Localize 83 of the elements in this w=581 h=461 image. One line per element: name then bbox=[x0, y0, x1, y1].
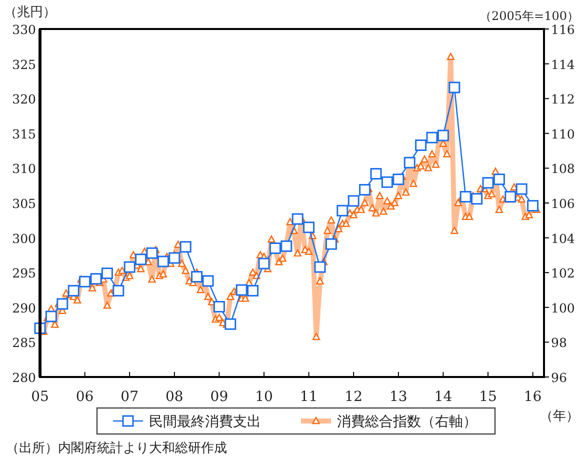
x-tick-label: 07 bbox=[120, 389, 139, 405]
y-tick-label: 315 bbox=[12, 126, 36, 142]
point bbox=[202, 275, 214, 287]
point bbox=[448, 82, 460, 94]
y-tick-label: 320 bbox=[12, 92, 36, 107]
y2-tick-label: 116 bbox=[551, 22, 575, 37]
y-tick-label: 295 bbox=[12, 266, 36, 281]
y2-tick-label: 110 bbox=[551, 126, 575, 142]
point bbox=[68, 284, 80, 296]
legend-label: 民間最終消費支出 bbox=[149, 414, 261, 430]
point bbox=[56, 298, 68, 310]
x-tick-label: 11 bbox=[300, 389, 318, 405]
point bbox=[370, 168, 382, 180]
point bbox=[157, 256, 169, 268]
point bbox=[437, 130, 449, 142]
point bbox=[415, 139, 427, 151]
point bbox=[168, 252, 180, 264]
y-tick-label: 310 bbox=[12, 161, 36, 176]
point bbox=[392, 174, 404, 186]
y2-tick-label: 98 bbox=[551, 335, 567, 350]
text: （出所）内閣府統計より大和総研作成 bbox=[6, 440, 227, 456]
x-tick-label: 14 bbox=[434, 389, 452, 405]
point bbox=[146, 247, 158, 259]
point bbox=[404, 156, 416, 168]
point bbox=[348, 195, 360, 207]
point bbox=[381, 176, 393, 188]
point bbox=[135, 254, 147, 266]
point bbox=[314, 261, 326, 273]
x-tick-label: 15 bbox=[479, 389, 497, 405]
point bbox=[124, 261, 136, 273]
y-tick-label: 300 bbox=[12, 230, 36, 246]
point bbox=[303, 222, 315, 234]
point bbox=[258, 258, 270, 270]
point bbox=[180, 241, 192, 253]
point bbox=[426, 132, 438, 144]
y2-tick-label: 104 bbox=[551, 230, 575, 246]
point bbox=[482, 177, 494, 189]
y-tick-label: 305 bbox=[12, 196, 36, 211]
point bbox=[191, 271, 203, 283]
y-tick-label: 290 bbox=[12, 300, 36, 316]
point bbox=[516, 183, 528, 195]
point bbox=[359, 184, 371, 196]
point bbox=[236, 284, 248, 296]
point bbox=[112, 284, 124, 296]
y2-tick-label: 108 bbox=[551, 161, 575, 176]
x-tick-label: 12 bbox=[344, 389, 363, 405]
y2-tick-label: 106 bbox=[551, 196, 575, 211]
y2-axis-title: （2005年=100） bbox=[480, 9, 579, 23]
y2-tick-label: 102 bbox=[551, 266, 575, 281]
point bbox=[213, 300, 225, 312]
point bbox=[493, 174, 505, 186]
x-tick-label: 10 bbox=[255, 389, 273, 405]
point bbox=[269, 242, 281, 254]
y-axis-title: （兆円） bbox=[4, 5, 56, 20]
point bbox=[504, 190, 516, 202]
point bbox=[292, 213, 304, 225]
y2-tick-label: 100 bbox=[551, 300, 575, 316]
x-tick-label: 09 bbox=[210, 389, 228, 405]
point bbox=[247, 284, 259, 296]
x-tick-label: 06 bbox=[76, 389, 94, 405]
y-tick-label: 285 bbox=[12, 335, 36, 350]
point bbox=[336, 204, 348, 216]
point bbox=[45, 310, 57, 322]
y-tick-label: 330 bbox=[12, 22, 36, 37]
point bbox=[325, 238, 337, 250]
y2-tick-label: 114 bbox=[551, 56, 575, 72]
point bbox=[101, 268, 113, 280]
point bbox=[224, 318, 236, 330]
y-tick-label: 325 bbox=[12, 56, 36, 72]
point bbox=[460, 190, 472, 202]
y2-tick-label: 96 bbox=[551, 370, 567, 385]
legend-label: 消費総合指数（右軸） bbox=[337, 414, 477, 430]
y2-tick-label: 112 bbox=[551, 92, 575, 107]
point bbox=[79, 276, 91, 288]
x-tick-label: 05 bbox=[31, 389, 49, 405]
point bbox=[90, 273, 102, 285]
point bbox=[280, 240, 292, 252]
x-tick-label: 08 bbox=[165, 389, 184, 405]
point bbox=[471, 193, 483, 205]
x-tick-label: 16 bbox=[524, 389, 542, 405]
y-tick-label: 280 bbox=[12, 370, 36, 385]
x-tick-label: 13 bbox=[389, 389, 408, 405]
x-axis-title: （年） bbox=[540, 409, 579, 424]
